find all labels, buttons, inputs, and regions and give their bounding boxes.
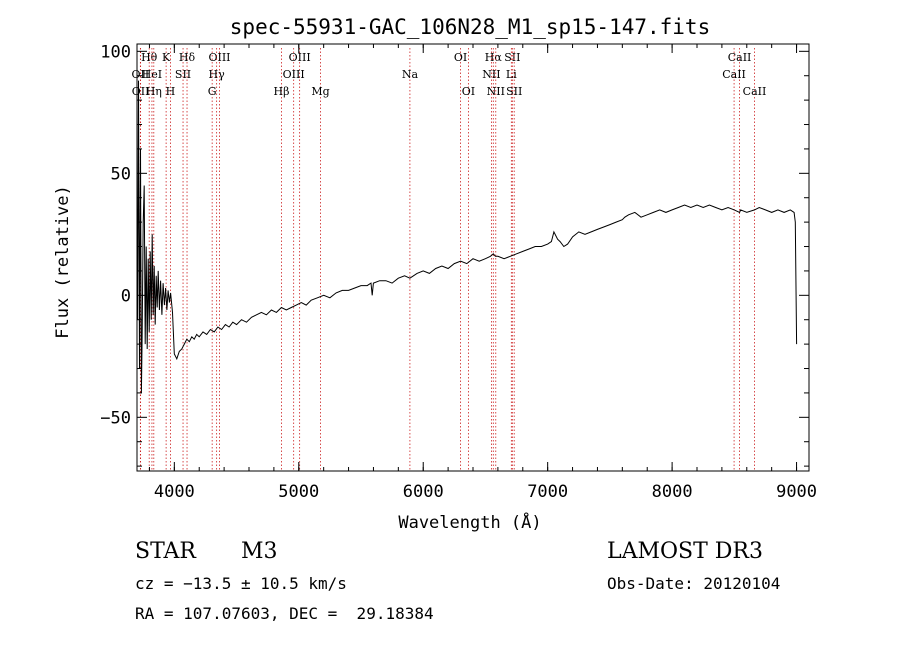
marker-label-22: SII <box>504 51 520 64</box>
marker-label-14: OIII <box>283 68 305 81</box>
marker-label-5: K <box>162 51 171 64</box>
object-class: STAR <box>135 539 196 564</box>
marker-label-17: OI <box>454 51 467 64</box>
line-markers: OII OII Hθ HeI Hη K SII H Hδ OIII Hγ G Hβ OIII OIII Mg N… <box>132 48 767 471</box>
y-tick-label-2: 0 <box>121 286 131 306</box>
marker-label-25: CaII <box>728 51 752 64</box>
marker-label-21: NII <box>487 85 505 98</box>
marker-label-19: Hα <box>485 51 503 64</box>
marker-label-18: OI <box>462 85 475 98</box>
marker-label-2: Hθ <box>141 51 158 64</box>
x-tick-label-5: 9000 <box>776 482 817 502</box>
marker-label-13: OIII <box>289 51 311 64</box>
marker-label-24: SII <box>506 85 522 98</box>
x-axis-label: Wavelength (Å) <box>398 511 541 533</box>
marker-label-26: CaII <box>722 68 746 81</box>
plot-frame <box>136 43 810 472</box>
coordinates-readout: RA = 107.07603, DEC = 29.18384 <box>135 604 434 623</box>
x-tick-label-1: 5000 <box>278 482 319 502</box>
object-subclass: M3 <box>241 539 278 564</box>
marker-label-4: Hη <box>146 85 162 98</box>
x-tick-label-0: 4000 <box>154 482 195 502</box>
x-tick-label-3: 7000 <box>527 482 568 502</box>
marker-label-10: Hγ <box>209 68 226 81</box>
y-tick-label-0: 100 <box>100 42 131 62</box>
y-tick-label-3: −50 <box>100 408 131 428</box>
marker-label-3: HeI <box>142 68 162 81</box>
marker-label-27: CaII <box>743 85 767 98</box>
x-tick-label-2: 6000 <box>403 482 444 502</box>
marker-label-8: Hδ <box>179 51 196 64</box>
marker-label-16: Na <box>402 68 419 81</box>
marker-label-15: Mg <box>311 85 329 98</box>
axes: 4000 5000 6000 7000 8000 9000 100 50 0 −50 <box>100 42 817 502</box>
marker-label-23: Li <box>506 68 517 81</box>
y-tick-label-1: 50 <box>111 164 131 184</box>
redshift-readout: cz = −13.5 ± 10.5 km/s <box>135 574 347 593</box>
marker-label-1: OII <box>132 85 150 98</box>
y-axis-label: Flux (relative) <box>53 185 73 339</box>
marker-label-7: H <box>166 85 176 98</box>
x-tick-label-4: 8000 <box>652 482 693 502</box>
series-line-spectrum <box>137 80 798 393</box>
series-layer <box>137 80 798 393</box>
observation-date: Obs-Date: 20120104 <box>607 574 781 593</box>
marker-label-12: Hβ <box>274 85 290 98</box>
chart-title: spec-55931-GAC_106N28_M1_sp15-147.fits <box>230 15 710 39</box>
marker-label-9: OIII <box>208 51 230 64</box>
marker-label-0: OII <box>132 68 150 81</box>
marker-label-11: G <box>208 85 217 98</box>
marker-label-20: NII <box>482 68 500 81</box>
marker-label-6: SII <box>175 68 191 81</box>
survey-name: LAMOST DR3 <box>607 539 763 564</box>
